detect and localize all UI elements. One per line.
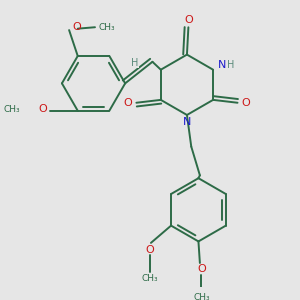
Text: CH₃: CH₃: [98, 23, 115, 32]
Text: O: O: [123, 98, 132, 108]
Text: O: O: [145, 245, 154, 255]
Text: N: N: [218, 60, 226, 70]
Text: CH₃: CH₃: [4, 105, 20, 114]
Text: O: O: [39, 104, 48, 114]
Text: O: O: [184, 15, 193, 25]
Text: O: O: [197, 264, 206, 274]
Text: CH₃: CH₃: [193, 293, 210, 300]
Text: H: H: [131, 58, 138, 68]
Text: CH₃: CH₃: [141, 274, 158, 283]
Text: H: H: [227, 60, 235, 70]
Text: N: N: [183, 117, 191, 127]
Text: O: O: [72, 22, 81, 32]
Text: O: O: [242, 98, 250, 108]
